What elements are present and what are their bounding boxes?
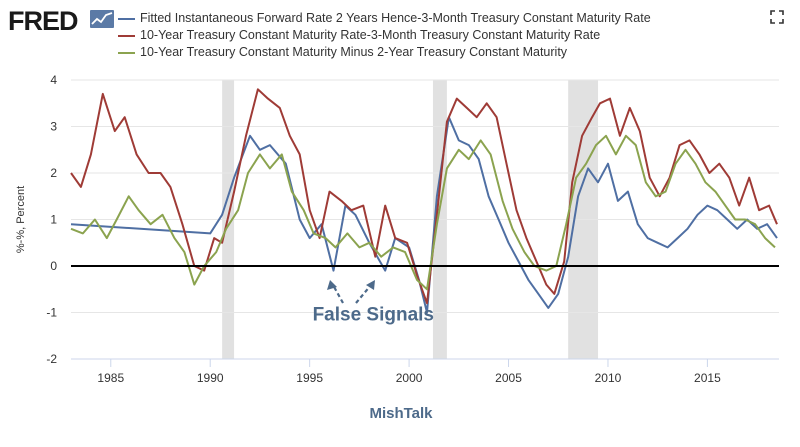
legend-swatch-series-1 [118,18,135,20]
series-line-3 [70,134,776,291]
legend-label-series-3: 10-Year Treasury Constant Maturity Minus… [140,45,568,59]
fred-logo[interactable]: FRED [8,6,78,36]
legend: Fitted Instantaneous Forward Rate 2 Year… [118,10,651,61]
annotation-arrowhead-right [366,280,375,290]
x-tick-label: 1985 [97,371,124,385]
footer-credit: MishTalk [369,405,433,422]
series-line-2 [70,88,778,305]
y-tick-label: 2 [50,166,57,180]
y-tick-label: 1 [50,213,57,227]
legend-label-series-1: Fitted Instantaneous Forward Rate 2 Year… [140,11,651,25]
x-tick-label: 1995 [296,371,323,385]
y-tick-label: -2 [46,352,57,366]
annotation-arrow-left [332,284,344,304]
x-tick-label: 2015 [694,371,721,385]
y-tick-label: 4 [50,73,57,87]
annotation-text: False Signals [313,304,434,325]
y-tick-label: 0 [50,259,57,273]
series-line-1 [70,116,778,314]
legend-swatch-series-3 [118,52,135,54]
legend-item-series-2[interactable]: 10-Year Treasury Constant Maturity Rate-… [118,27,651,44]
annotation-arrowhead-left [327,280,337,290]
y-axis-label: %-%, Percent [15,186,27,253]
chart-header: FRED Fitted Instantaneous Forward Rate 2… [0,0,800,70]
x-tick-label: 2000 [396,371,423,385]
x-tick-label: 2005 [495,371,522,385]
x-tick-label: 1990 [197,371,224,385]
legend-swatch-series-2 [118,35,135,37]
legend-label-series-2: 10-Year Treasury Constant Maturity Rate-… [140,28,601,42]
legend-item-series-3[interactable]: 10-Year Treasury Constant Maturity Minus… [118,44,651,61]
chart-line-icon [90,10,114,28]
y-tick-label: 3 [50,120,57,134]
legend-item-series-1[interactable]: Fitted Instantaneous Forward Rate 2 Year… [118,10,651,27]
y-tick-label: -1 [46,306,57,320]
annotation-arrow-right [355,284,372,304]
x-tick-label: 2010 [595,371,622,385]
expand-icon[interactable] [770,10,784,24]
